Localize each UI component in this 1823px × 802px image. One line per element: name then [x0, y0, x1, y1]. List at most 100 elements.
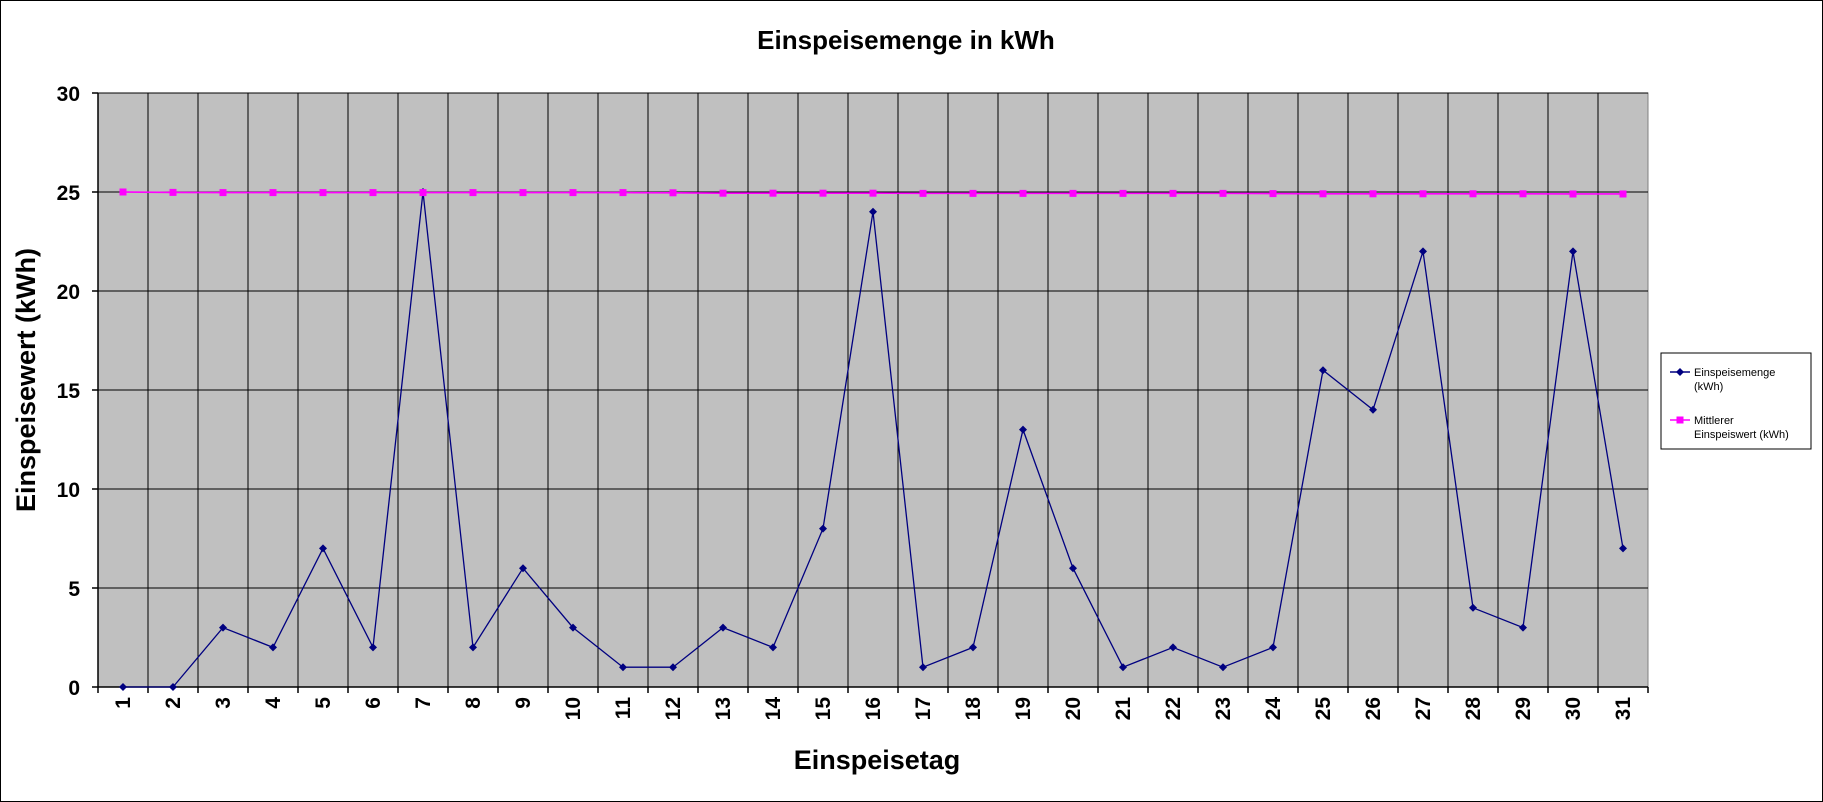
data-point — [469, 189, 477, 197]
legend-marker — [1676, 416, 1684, 424]
data-point — [569, 623, 577, 632]
data-point — [1069, 189, 1077, 197]
x-tick-label: 3 — [212, 697, 235, 709]
y-tick-label: 30 — [57, 83, 80, 106]
x-tick-label: 20 — [1062, 697, 1085, 720]
x-tick-label: 29 — [1512, 697, 1535, 720]
data-point — [419, 189, 427, 197]
legend-label: Mittlerer — [1694, 415, 1734, 427]
y-tick-label: 0 — [68, 677, 80, 700]
data-point — [269, 643, 277, 652]
chart-title: Einspeisemenge in kWh — [757, 25, 1055, 55]
data-point — [1069, 564, 1077, 573]
y-tick-label: 15 — [57, 380, 81, 403]
data-point — [119, 188, 127, 196]
data-point — [1519, 623, 1527, 632]
data-point — [1219, 189, 1227, 197]
legend-label: Einspeisemenge — [1694, 367, 1775, 379]
data-point — [869, 207, 877, 216]
x-tick-label: 19 — [1012, 697, 1035, 720]
x-tick-label: 14 — [762, 697, 785, 721]
data-point — [1369, 405, 1377, 414]
data-point — [819, 524, 827, 533]
y-tick-label: 10 — [57, 479, 80, 502]
data-point — [1469, 190, 1477, 198]
x-tick-label: 30 — [1562, 697, 1585, 720]
data-point — [269, 189, 277, 197]
x-tick-label: 24 — [1262, 697, 1285, 721]
data-point — [1469, 603, 1477, 612]
legend-entry: Einspeisemenge (kWh) — [1670, 367, 1775, 393]
x-tick-label: 4 — [262, 697, 285, 709]
x-tick-label: 8 — [462, 697, 485, 709]
data-point — [669, 663, 677, 672]
data-point — [319, 544, 327, 553]
data-point — [769, 643, 777, 652]
x-tick-label: 16 — [862, 697, 885, 720]
x-tick-label: 27 — [1412, 697, 1435, 720]
data-point — [1369, 190, 1377, 198]
data-point — [1319, 190, 1327, 198]
x-axis-ticks: 1 2 3 4 5 6 7 8 9 10 11 12 13 14 15 16 17 18 19 20 21 22 23 24 2… — [97, 687, 1649, 721]
x-tick-label: 9 — [512, 697, 535, 709]
data-point — [869, 189, 877, 197]
x-tick-label: 17 — [912, 697, 935, 720]
legend-box — [1660, 352, 1812, 450]
data-point — [169, 683, 177, 691]
x-tick-label: 22 — [1162, 697, 1185, 720]
data-point — [369, 643, 377, 652]
data-point — [1019, 189, 1027, 197]
x-tick-label: 11 — [612, 697, 635, 720]
data-point — [1169, 643, 1177, 652]
data-point — [619, 663, 627, 672]
x-tick-label: 5 — [312, 697, 335, 709]
data-point — [719, 189, 727, 197]
data-point — [519, 564, 527, 573]
series-2 — [119, 188, 1627, 198]
data-point — [769, 189, 777, 197]
legend-marker — [1676, 368, 1684, 376]
x-tick-label: 26 — [1362, 697, 1385, 720]
data-point — [219, 623, 227, 632]
x-tick-label: 28 — [1462, 697, 1485, 721]
x-tick-label: 2 — [162, 697, 185, 709]
x-tick-label: 18 — [962, 697, 985, 721]
data-point — [619, 189, 627, 197]
data-point — [169, 188, 177, 196]
data-point — [319, 189, 327, 197]
legend-label: Einspeiswert (kWh) — [1694, 429, 1789, 441]
data-point — [919, 663, 927, 672]
data-point — [369, 189, 377, 197]
legend-label: (kWh) — [1694, 381, 1723, 393]
series-layer — [119, 188, 1627, 691]
data-point — [1119, 189, 1127, 197]
x-tick-label: 1 — [112, 697, 135, 709]
y-axis-label: Einspeisewert (kWh) — [11, 248, 41, 512]
x-axis-label: Einspeisetag — [794, 745, 961, 775]
x-tick-label: 6 — [362, 697, 385, 709]
data-point — [1269, 190, 1277, 198]
data-point — [519, 189, 527, 197]
data-point — [1419, 190, 1427, 198]
x-tick-label: 25 — [1312, 697, 1335, 721]
legend: Einspeisemenge (kWh) Mittlerer Einspeiswert… — [1660, 352, 1812, 450]
x-tick-label: 31 — [1612, 697, 1635, 721]
y-tick-label: 25 — [57, 182, 81, 205]
data-point — [819, 189, 827, 197]
y-axis-ticks: 0 5 10 15 20 25 30 — [57, 83, 98, 700]
data-point — [1569, 190, 1577, 198]
data-point — [969, 189, 977, 197]
data-point — [969, 643, 977, 652]
x-tick-label: 13 — [712, 697, 735, 720]
y-tick-label: 5 — [68, 578, 80, 601]
data-point — [1619, 190, 1627, 198]
legend-entry: Mittlerer Einspeiswert (kWh) — [1670, 415, 1789, 441]
x-tick-label: 15 — [812, 697, 835, 721]
data-point — [1569, 247, 1577, 256]
data-point — [469, 643, 477, 652]
x-tick-label: 7 — [412, 697, 435, 709]
x-tick-label: 10 — [562, 697, 585, 720]
data-point — [719, 623, 727, 632]
data-point — [1119, 663, 1127, 672]
y-tick-label: 20 — [57, 281, 80, 304]
